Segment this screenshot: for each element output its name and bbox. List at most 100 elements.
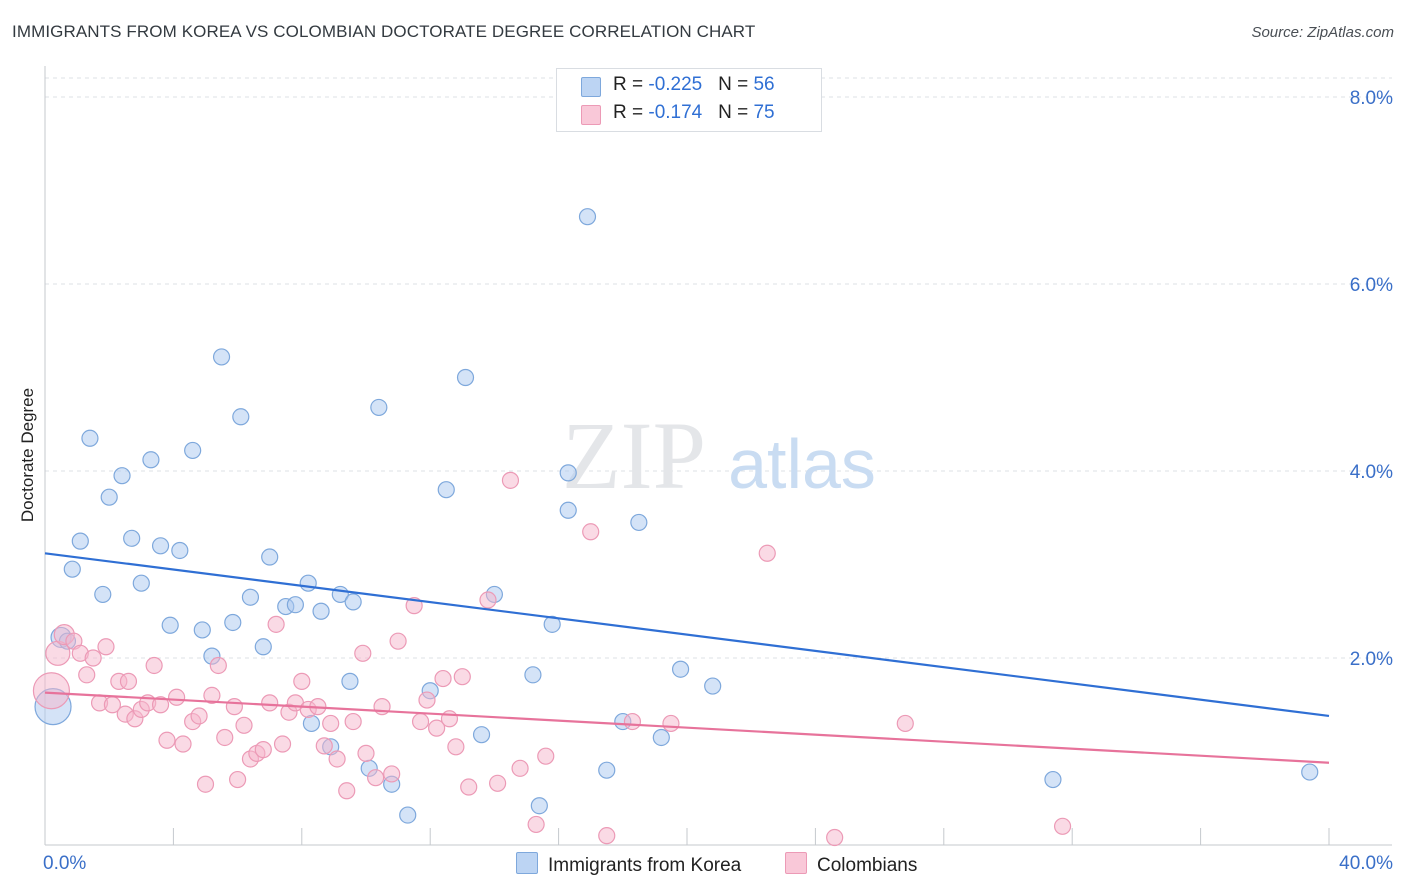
colombian-point <box>235 716 253 734</box>
colombian-point <box>216 728 234 747</box>
korea-point <box>671 660 690 678</box>
korea-point <box>344 593 362 611</box>
korea-point <box>241 588 260 606</box>
colombian-point <box>453 668 471 686</box>
korea-point <box>652 728 670 747</box>
grid-layer <box>45 77 1392 659</box>
colombian-point <box>190 707 208 725</box>
colombian-point <box>662 714 680 733</box>
colombian-point <box>78 666 96 684</box>
korea-point <box>437 481 455 499</box>
korea-point <box>598 761 616 779</box>
korea-trend-line <box>44 552 1330 718</box>
colombian-point <box>97 638 115 656</box>
korea-point <box>193 621 211 639</box>
korea-point <box>94 585 112 604</box>
korea-point <box>1044 770 1062 789</box>
colombian-point <box>229 770 247 789</box>
watermark-zip: ZIP <box>562 402 706 509</box>
korea-point <box>399 806 417 824</box>
colombian-point <box>598 827 616 845</box>
colombians-legend-swatch <box>785 852 807 874</box>
colombian-point <box>428 719 446 737</box>
colombian-point <box>203 686 221 705</box>
colombian-point <box>322 714 340 733</box>
korea-point <box>63 560 81 578</box>
korea-point <box>132 574 150 592</box>
korea-point <box>232 408 250 426</box>
y-tick-label: 6.0% <box>1350 275 1393 296</box>
colombian-point <box>225 698 243 716</box>
n-label: N = <box>718 102 754 123</box>
colombian-point <box>158 731 176 749</box>
colombian-point <box>527 815 545 834</box>
korea-point <box>286 596 304 614</box>
korea-point <box>559 464 577 482</box>
source-label: Source: ZipAtlas.com <box>1251 24 1394 41</box>
watermark: ZIP atlas <box>562 402 876 509</box>
korea-point <box>261 548 279 566</box>
colombian-point <box>267 615 285 633</box>
y-tick-label: 2.0% <box>1350 649 1393 670</box>
korea-point <box>113 467 131 485</box>
colombian-point <box>501 471 520 489</box>
y-tick-label: 4.0% <box>1350 462 1393 483</box>
colombian-point <box>344 712 362 731</box>
colombian-point <box>145 656 163 675</box>
points-layer <box>32 208 1319 847</box>
colombian-point <box>84 649 102 667</box>
r-value: -0.174 <box>648 102 703 123</box>
korea-point <box>630 513 648 532</box>
colombian-point <box>479 591 497 609</box>
korea-point <box>171 541 189 560</box>
stat-text: R = -0.174 N = 75 <box>613 102 775 124</box>
chart-title: IMMIGRANTS FROM KOREA VS COLOMBIAN DOCTO… <box>12 22 756 41</box>
legend-item-colombians[interactable]: Colombians <box>785 852 917 877</box>
colombian-point <box>254 741 272 759</box>
korea-point <box>161 616 179 634</box>
colombian-point <box>196 775 215 793</box>
korea-point <box>151 537 170 555</box>
korea-point <box>212 348 231 366</box>
korea-point <box>341 672 359 690</box>
colombian-point <box>623 712 642 731</box>
legend-item-korea[interactable]: Immigrants from Korea <box>516 852 741 877</box>
colombian-point <box>174 735 192 753</box>
n-label: N = <box>718 74 754 95</box>
y-axis-label: Doctorate Degree <box>18 388 37 522</box>
korea-point <box>312 602 330 620</box>
korea-point <box>1301 763 1319 781</box>
y-tick-label: 8.0% <box>1350 88 1393 109</box>
colombian-point <box>582 523 600 541</box>
colombian-point <box>338 782 356 800</box>
colombian-point <box>511 759 529 777</box>
korea-point <box>472 726 491 744</box>
colombian-point <box>151 696 170 714</box>
korea-point <box>123 529 141 547</box>
korea-point <box>302 714 321 733</box>
colombian-point <box>758 544 776 562</box>
korea-point <box>81 429 99 447</box>
korea-point <box>578 208 597 226</box>
colombian-point <box>32 672 71 710</box>
korea-point <box>543 615 561 633</box>
r-value: -0.225 <box>648 74 703 95</box>
korea-point <box>530 797 548 815</box>
trend-lines <box>44 552 1330 764</box>
correlation-stats-box: R = -0.225 N = 56 R = -0.174 N = 75 <box>556 68 822 132</box>
r-label: R = <box>613 74 649 95</box>
korea-swatch <box>581 77 601 97</box>
korea-point <box>184 441 202 460</box>
colombian-point <box>440 710 459 728</box>
x-tick-label: 0.0% <box>43 853 86 874</box>
n-value: 75 <box>753 102 775 123</box>
colombian-point <box>896 714 914 733</box>
korea-point <box>254 638 272 656</box>
colombian-point <box>418 691 436 709</box>
korea-point <box>370 398 388 417</box>
colombian-point <box>1053 817 1072 835</box>
axes-layer: 2.0% 4.0% 6.0% 8.0% 0.0% 40.0% <box>43 66 1393 874</box>
colombians-swatch <box>581 105 601 125</box>
legend-label: Colombians <box>817 855 918 876</box>
